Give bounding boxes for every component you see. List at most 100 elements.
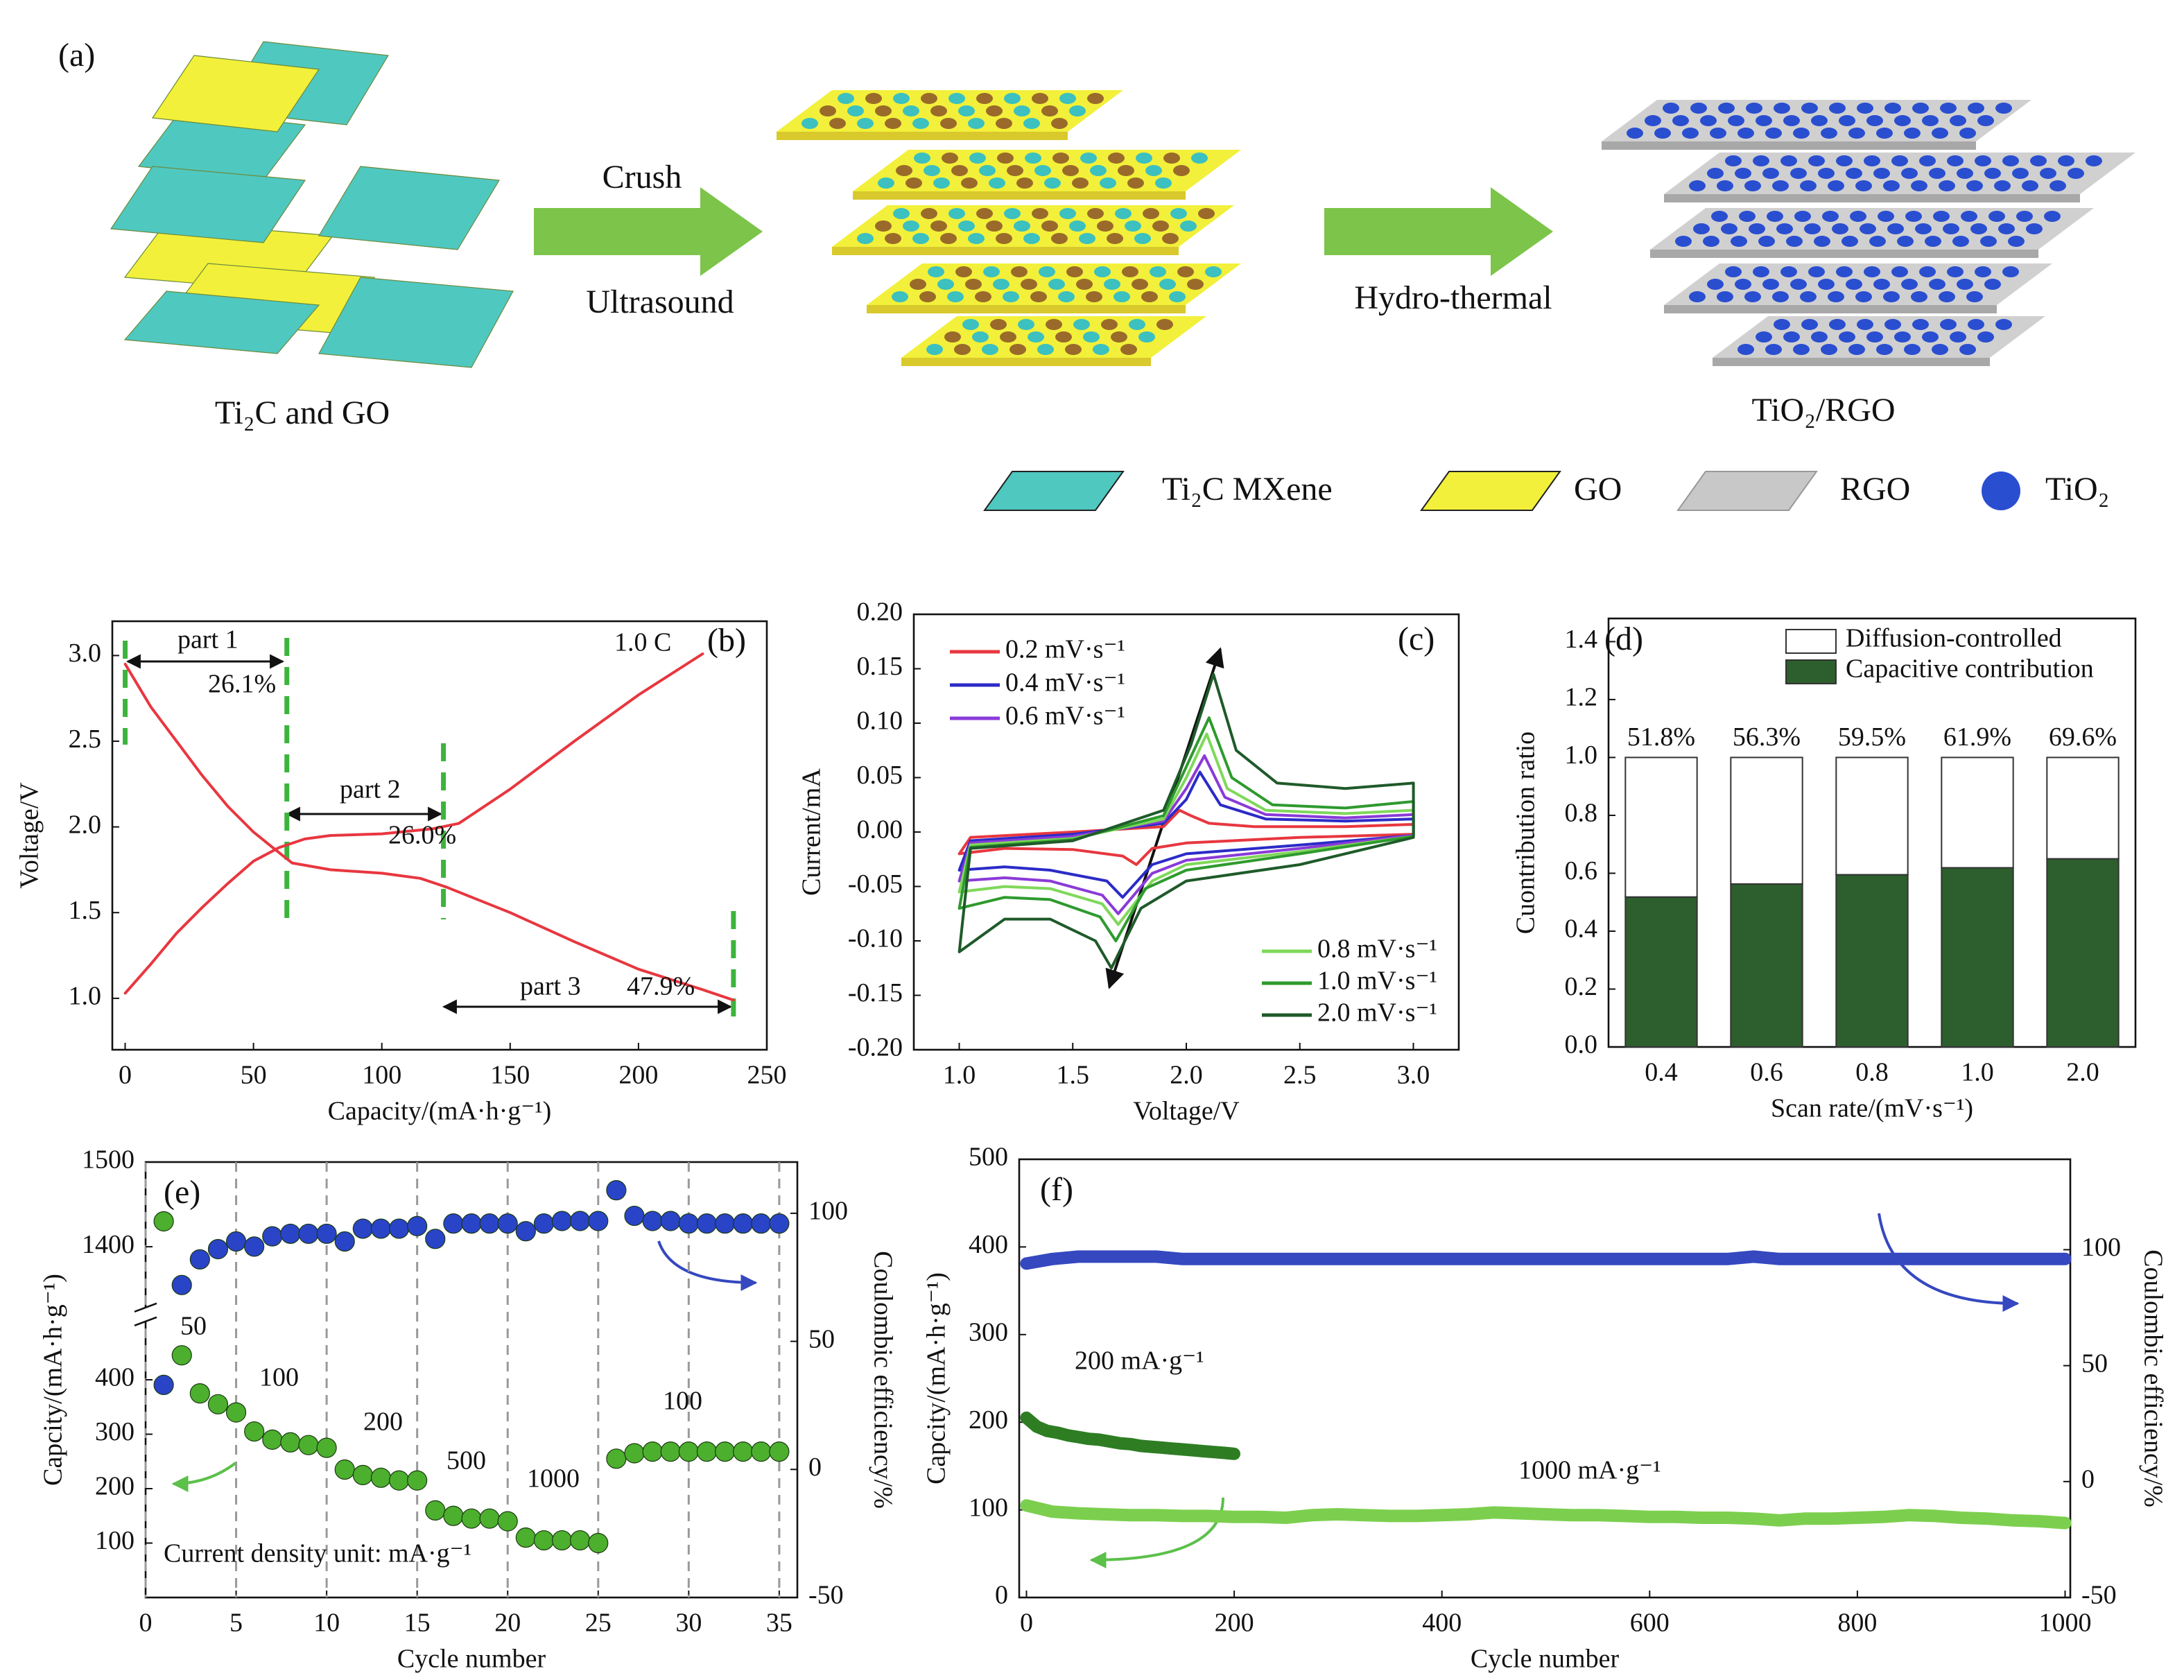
y-tick-label: 0.10	[857, 707, 903, 736]
particle	[940, 233, 957, 244]
particle	[983, 266, 1000, 277]
particle	[1756, 331, 1772, 343]
particle	[1169, 291, 1186, 302]
particle	[965, 279, 982, 290]
flake	[151, 55, 320, 132]
particle	[1073, 319, 1090, 330]
point	[189, 1249, 210, 1270]
particle	[2026, 223, 2043, 234]
particle	[986, 105, 1003, 116]
particle	[885, 233, 901, 244]
particle	[1943, 223, 1959, 234]
point	[606, 1448, 627, 1469]
point	[352, 1464, 373, 1485]
particle	[878, 177, 894, 189]
annotation: part 2	[340, 775, 401, 804]
bar-segment	[1730, 756, 1803, 885]
bar-label: 61.9%	[1943, 722, 2011, 752]
particle	[1030, 291, 1047, 302]
particle	[948, 93, 965, 104]
particle	[1904, 344, 1921, 355]
particle	[1911, 180, 1927, 191]
particle	[1090, 165, 1107, 176]
particle	[1790, 168, 1807, 179]
particle	[1818, 168, 1835, 179]
particle	[1113, 291, 1130, 302]
point	[316, 1223, 337, 1245]
y-tick-label: 1500	[82, 1145, 135, 1175]
particle	[1780, 155, 1797, 166]
particle	[1984, 279, 2001, 290]
point	[588, 1532, 609, 1554]
particle	[1737, 344, 1754, 355]
particle	[1959, 128, 1976, 139]
series-line	[957, 732, 1415, 926]
particle	[1772, 291, 1789, 302]
particle	[1855, 291, 1872, 302]
particle	[1129, 319, 1145, 330]
particle	[903, 105, 919, 116]
particle	[1897, 236, 1914, 247]
particle	[1994, 180, 2011, 191]
particle	[1829, 319, 1846, 330]
particle	[2040, 168, 2056, 179]
sheet-edge	[1650, 250, 2038, 258]
plot-frame	[111, 620, 768, 1051]
particle	[2058, 155, 2074, 166]
bar-segment	[1835, 874, 1909, 1048]
particle	[1672, 115, 1689, 126]
particle	[1891, 155, 1908, 166]
particle	[801, 118, 818, 129]
particle	[829, 118, 846, 129]
particle	[2012, 168, 2029, 179]
y2-tick-label: 100	[2081, 1233, 2121, 1262]
legend-label: 0.4 mV·s⁻¹	[1005, 668, 1125, 698]
particle	[1822, 211, 1839, 222]
particle	[1097, 220, 1113, 232]
x-tick-label: 600	[1630, 1609, 1670, 1638]
particle	[1039, 266, 1055, 277]
bar-segment	[1941, 756, 2014, 869]
axis-break	[134, 1302, 157, 1313]
y-axis-label: Capcity/(mA·h·g⁻¹)	[39, 1274, 68, 1486]
particle	[896, 165, 912, 176]
point	[171, 1274, 192, 1295]
particle	[924, 165, 940, 176]
particle	[1115, 208, 1132, 219]
particle	[1753, 155, 1769, 166]
y-tick-label: 0.4	[1565, 915, 1598, 944]
particle	[1059, 208, 1076, 219]
particle	[1772, 180, 1789, 191]
particle	[1783, 331, 1800, 343]
panel-label: (c)	[1398, 621, 1435, 657]
label: Ti₂C and GO	[215, 395, 390, 431]
y-axis-label: Voltage/V	[15, 782, 44, 889]
point	[479, 1213, 500, 1234]
particle	[1025, 153, 1041, 164]
particle	[979, 165, 996, 176]
particle	[910, 279, 926, 290]
flake	[110, 166, 306, 243]
y-tick-label: 200	[969, 1405, 1008, 1435]
particle	[1783, 115, 1800, 126]
sheet-edge	[1664, 305, 1997, 313]
series-line	[123, 652, 704, 995]
y-tick-label: 1.4	[1565, 625, 1598, 654]
particle	[1786, 236, 1803, 247]
particle	[1841, 236, 1858, 247]
annotation: 100	[663, 1387, 702, 1416]
particle	[969, 153, 986, 164]
particle	[1011, 266, 1028, 277]
y-tick-label: 0.0	[1565, 1030, 1598, 1059]
label: Hydro-thermal	[1354, 279, 1552, 316]
legend-label: 2.0 mV·s⁻¹	[1317, 998, 1437, 1028]
axis-break	[135, 1307, 157, 1322]
process-arrow	[534, 187, 763, 276]
particle	[912, 233, 929, 244]
x-tick-label: 20	[494, 1609, 521, 1638]
particle	[893, 93, 910, 104]
point	[443, 1213, 464, 1234]
particle	[1700, 115, 1717, 126]
particle	[1884, 319, 1901, 330]
